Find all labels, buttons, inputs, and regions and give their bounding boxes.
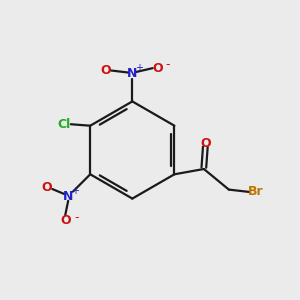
Text: O: O	[152, 61, 163, 75]
Text: N: N	[127, 67, 137, 80]
Text: O: O	[60, 214, 70, 227]
Text: Br: Br	[248, 185, 263, 199]
Text: +: +	[71, 186, 79, 196]
Text: O: O	[200, 137, 211, 151]
Text: +: +	[135, 63, 143, 73]
Text: N: N	[63, 190, 74, 203]
Text: -: -	[165, 58, 170, 71]
Text: Cl: Cl	[58, 118, 71, 131]
Text: O: O	[42, 181, 52, 194]
Text: O: O	[100, 64, 111, 77]
Text: -: -	[74, 211, 79, 224]
